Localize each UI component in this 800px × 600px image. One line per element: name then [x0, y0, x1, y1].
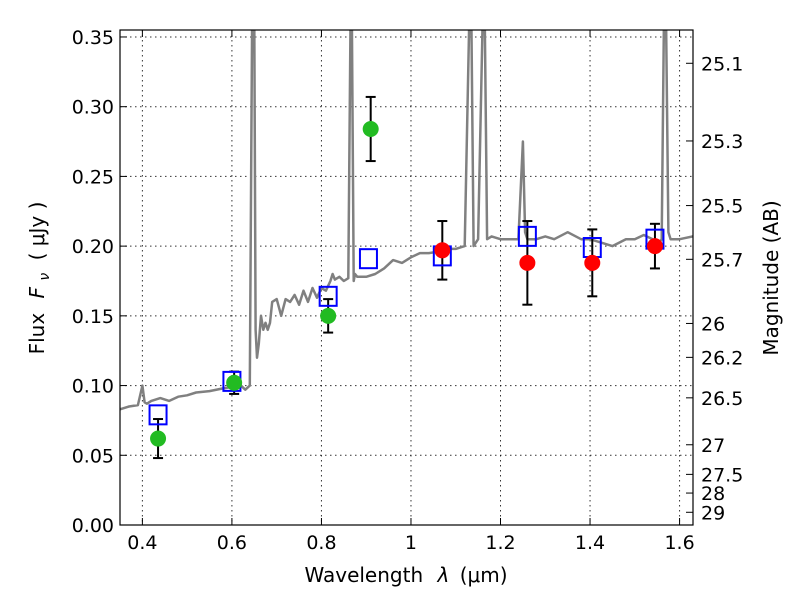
plot-area [120, 30, 693, 411]
nir-photometry-point [519, 254, 536, 271]
y-tick-label: 0.30 [72, 97, 114, 119]
y2-tick-label: 26.2 [701, 347, 743, 369]
error-bars [153, 95, 660, 460]
markers [148, 121, 665, 447]
y2-tick-label: 27 [701, 435, 725, 457]
x-tick-label: 1.2 [485, 532, 515, 554]
y-tick-label: 0.20 [72, 236, 114, 258]
x-axis-label-unit: (μm) [460, 563, 508, 587]
optical-photometry-point [362, 121, 379, 137]
x-axis-label: Wavelength λ (μm) [304, 563, 507, 587]
model-photometry-square [517, 225, 537, 247]
model-spectrum-line [120, 30, 693, 411]
model-photometry-square [358, 248, 378, 270]
y-tick-label: 0.25 [72, 166, 114, 188]
y2-tick-label: 26.5 [701, 388, 743, 410]
y-axis-label-text: Flux [25, 313, 49, 355]
y-tick-label: 0.10 [72, 376, 114, 398]
optical-photometry-point [150, 430, 167, 447]
y2-tick-label: 25.5 [701, 196, 743, 218]
y-tick-label: 0.35 [72, 27, 114, 49]
x-tick-label: 0.6 [217, 532, 247, 554]
y2-tick-label: 28 [701, 483, 725, 505]
model-photometry-square [148, 404, 168, 426]
y2-tick-label: 27.5 [701, 464, 743, 486]
x-axis-label-symbol: λ [437, 563, 450, 587]
nir-photometry-point [434, 242, 451, 259]
x-tick-label: 1.6 [664, 532, 694, 554]
x-tick-label: 0.4 [127, 532, 157, 554]
y2-tick-label: 25.3 [701, 131, 743, 153]
x-tick-label: 0.8 [306, 532, 336, 554]
y-axis-label-unit: ( μJy ) [25, 202, 49, 261]
y-axis-label-subscript: ν [37, 273, 53, 281]
x-axis-label-text: Wavelength [304, 563, 423, 587]
y2-tick-label: 29 [701, 502, 725, 524]
axis-ticks: 0.4 0.6 0.8 1 1.2 1.4 1.6 0.00 0.05 0.10 0.15 0.20 0… [72, 27, 744, 554]
y-axis-label-symbol: F [25, 286, 49, 298]
y-tick-label: 0.15 [72, 306, 114, 328]
x-tick-label: 1 [405, 532, 417, 554]
axes-frame [119, 29, 694, 526]
optical-photometry-point [320, 307, 337, 324]
y-tick-label: 0.05 [72, 445, 114, 467]
nir-photometry-point [584, 254, 601, 271]
nir-photometry-point [646, 238, 663, 255]
y-tick-label: 0.00 [72, 515, 114, 537]
y-axis-label: Flux F ν ( μJy ) [25, 202, 54, 355]
y2-axis-label: Magnitude (AB) [759, 200, 783, 355]
y2-tick-label: 25.1 [701, 53, 743, 75]
y2-tick-label: 26 [701, 313, 725, 335]
model-photometry-square [318, 285, 338, 307]
grid [120, 30, 693, 525]
x-tick-label: 1.4 [575, 532, 605, 554]
optical-photometry-point [226, 374, 243, 391]
y2-tick-label: 25.7 [701, 249, 743, 271]
